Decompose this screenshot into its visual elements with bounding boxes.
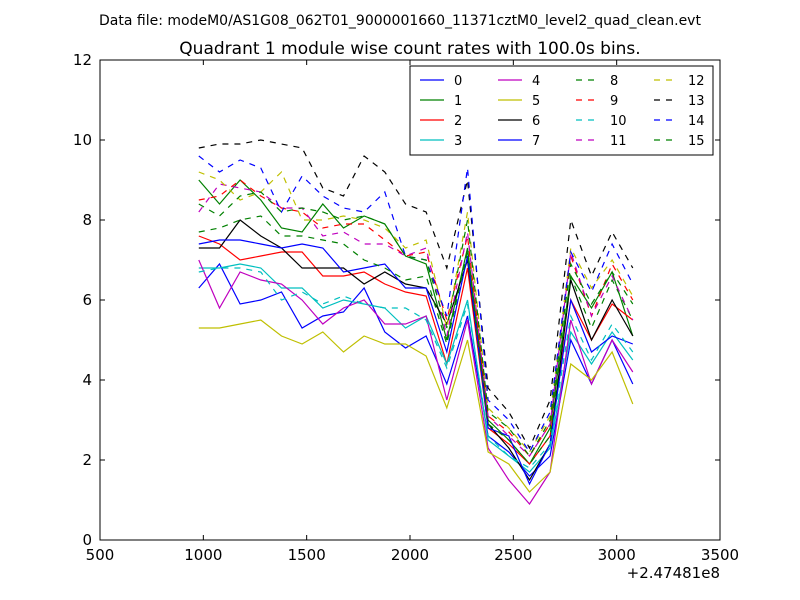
series-line-1 xyxy=(198,179,634,466)
series-line-12 xyxy=(198,170,634,454)
y-tick-label: 8 xyxy=(82,211,92,229)
legend-label-3: 3 xyxy=(454,134,462,149)
plot-area: 500 1000 1500 2000 2500 3000 3500024681012+2.4… xyxy=(73,51,739,582)
x-tick-label: 500 xyxy=(86,546,115,564)
legend-label-7: 7 xyxy=(532,134,540,149)
legend-label-11: 11 xyxy=(610,134,627,149)
y-tick-label: 2 xyxy=(82,451,92,469)
legend-label-2: 2 xyxy=(454,114,462,129)
legend-label-0: 0 xyxy=(454,74,462,89)
legend-label-8: 8 xyxy=(610,74,618,89)
series-line-7 xyxy=(198,239,634,486)
legend-label-15: 15 xyxy=(688,134,705,149)
series-line-15 xyxy=(198,191,634,458)
legend-label-13: 13 xyxy=(688,94,705,109)
legend-label-10: 10 xyxy=(610,114,627,129)
series-line-6 xyxy=(198,219,634,482)
y-tick-label: 4 xyxy=(82,371,92,389)
x-offset-label: +2.47481e8 xyxy=(627,564,720,582)
x-tick-label: 2000 xyxy=(391,546,429,564)
x-tick-label: 3000 xyxy=(598,546,636,564)
legend-label-12: 12 xyxy=(688,74,705,89)
series-line-13 xyxy=(198,139,634,450)
legend-label-9: 9 xyxy=(610,94,618,109)
legend-label-5: 5 xyxy=(532,94,540,109)
legend-label-4: 4 xyxy=(532,74,540,89)
legend-label-1: 1 xyxy=(454,94,462,109)
series-line-8 xyxy=(198,215,634,465)
data-file-suptitle: Data file: modeM0/AS1G08_062T01_90000016… xyxy=(99,13,701,29)
legend-label-6: 6 xyxy=(532,114,540,129)
series-group xyxy=(198,139,634,505)
legend-box xyxy=(409,65,714,156)
y-tick-label: 12 xyxy=(73,51,92,69)
y-tick-label: 6 xyxy=(82,291,92,309)
y-tick-label: 0 xyxy=(82,531,92,549)
legend-label-14: 14 xyxy=(688,114,705,129)
x-tick-label: 3500 xyxy=(701,546,739,564)
x-tick-label: 1000 xyxy=(184,546,222,564)
x-tick-label: 2500 xyxy=(494,546,532,564)
series-line-4 xyxy=(198,259,634,505)
y-tick-label: 10 xyxy=(73,131,92,149)
series-line-10 xyxy=(198,267,634,469)
series-line-3 xyxy=(198,263,634,473)
series-line-5 xyxy=(198,319,634,493)
x-tick-label: 1500 xyxy=(288,546,326,564)
chart-title: Quadrant 1 module wise count rates with … xyxy=(179,39,640,59)
series-line-14 xyxy=(198,155,634,454)
